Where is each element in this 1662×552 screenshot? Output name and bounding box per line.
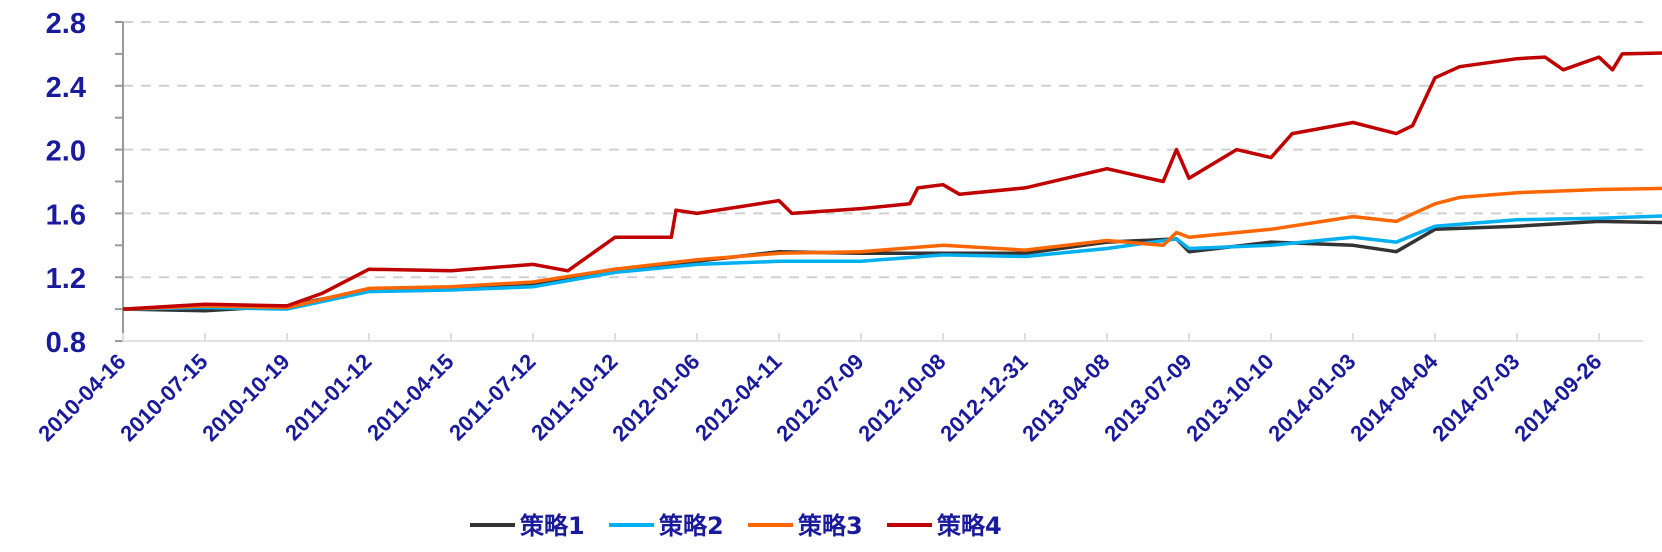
x-axis-ticks: 2010-04-162010-07-152010-10-192011-01-12… (33, 333, 1607, 446)
y-tick-label: 1.6 (46, 199, 86, 231)
y-tick-label: 1.2 (46, 263, 86, 295)
x-tick-label: 2011-07-12 (444, 349, 540, 445)
y-tick-label: 0.8 (46, 327, 86, 359)
series-line-3 (122, 186, 1662, 311)
x-tick-label: 2013-10-10 (1181, 349, 1278, 446)
legend-item: 策略2 (609, 512, 724, 540)
legend: 策略1 策略2 策略3 策略4 (470, 512, 1002, 540)
series-lines (122, 51, 1662, 313)
x-tick-label: 2011-04-15 (362, 349, 458, 445)
grid-lines (123, 21, 1643, 279)
x-tick-label: 2012-10-08 (853, 349, 950, 446)
x-tick-label: 2010-04-16 (33, 349, 130, 446)
x-tick-label: 2012-04-11 (690, 349, 786, 445)
x-tick-label: 2013-07-09 (1099, 349, 1196, 446)
y-axis-ticks: 0.8 1.2 1.6 2.0 2.4 2.8 (46, 8, 123, 359)
x-tick-label: 2013-04-08 (1017, 349, 1114, 446)
y-tick-label: 2.4 (46, 72, 86, 104)
x-tick-label: 2012-01-06 (607, 349, 704, 446)
x-tick-label: 2014-09-26 (1509, 349, 1606, 446)
legend-item: 策略4 (887, 512, 1002, 540)
series-line-2 (122, 214, 1662, 311)
x-tick-label: 2010-07-15 (115, 349, 212, 446)
x-tick-label: 2011-01-12 (280, 349, 376, 445)
x-tick-label: 2012-12-31 (935, 349, 1032, 446)
y-tick-label: 2.8 (46, 8, 86, 40)
x-tick-label: 2014-07-03 (1427, 349, 1524, 446)
x-tick-label: 2014-04-04 (1345, 348, 1443, 446)
x-tick-label: 2010-10-19 (197, 349, 294, 446)
legend-label: 策略3 (798, 512, 863, 540)
legend-label: 策略4 (937, 512, 1002, 540)
legend-label: 策略2 (659, 512, 724, 540)
legend-item: 策略1 (470, 512, 585, 540)
series-line-1 (122, 219, 1662, 313)
x-tick-label: 2012-07-09 (771, 349, 868, 446)
x-tick-label: 2014-01-03 (1263, 349, 1360, 446)
legend-label: 策略1 (520, 512, 585, 540)
y-tick-label: 2.0 (46, 136, 86, 168)
x-tick-label: 2011-10-12 (526, 349, 622, 445)
legend-item: 策略3 (748, 512, 863, 540)
series-line-4 (122, 51, 1662, 311)
